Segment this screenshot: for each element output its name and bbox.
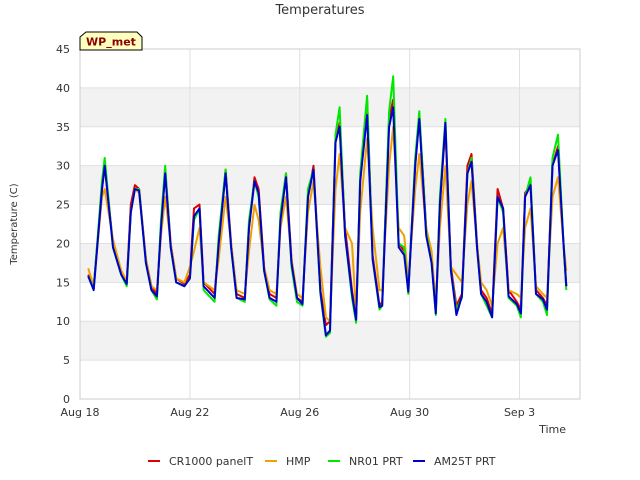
y-tick-label: 35 <box>56 121 70 134</box>
y-tick-label: 40 <box>56 82 70 95</box>
chart-title: Temperatures <box>274 3 364 18</box>
grid-band <box>80 165 580 205</box>
y-tick-label: 30 <box>56 160 70 173</box>
y-tick-label: 45 <box>56 43 70 56</box>
legend-label: NR01 PRT <box>349 455 403 468</box>
x-tick-labels: Aug 18 Aug 22 Aug 26 Aug 30 Sep 3 <box>61 406 536 419</box>
series-lines <box>87 75 568 338</box>
series-line-3 <box>87 106 568 337</box>
wp-met-badge: WP_met <box>79 31 143 51</box>
legend-label: CR1000 panelT <box>169 455 253 468</box>
x-axis-label: Time <box>538 423 566 436</box>
y-tick-labels: 0 5 10 15 20 25 30 35 40 45 <box>56 43 70 406</box>
y-tick-label: 20 <box>56 237 70 250</box>
x-tick-label: Aug 26 <box>280 406 319 419</box>
x-tick-label: Aug 30 <box>390 406 429 419</box>
x-tick-label: Aug 22 <box>170 406 209 419</box>
y-tick-label: 5 <box>63 354 70 367</box>
legend-label: HMP <box>286 455 311 468</box>
badge-label: WP_met <box>86 36 136 49</box>
badge-box <box>79 31 143 51</box>
y-tick-label: 15 <box>56 276 70 289</box>
y-tick-label: 10 <box>56 315 70 328</box>
series-line-0 <box>87 98 568 327</box>
x-tick-label: Sep 3 <box>504 406 535 419</box>
grid-band <box>80 87 580 127</box>
legend: CR1000 panelT HMP NR01 PRT AM25T PRT <box>148 455 496 468</box>
y-tick-label: 0 <box>63 393 70 406</box>
legend-label: AM25T PRT <box>434 455 496 468</box>
y-tick-label: 25 <box>56 199 70 212</box>
y-axis-label: Temperature (C) <box>9 183 20 265</box>
x-tick-label: Aug 18 <box>61 406 100 419</box>
plot-frame <box>79 48 581 400</box>
